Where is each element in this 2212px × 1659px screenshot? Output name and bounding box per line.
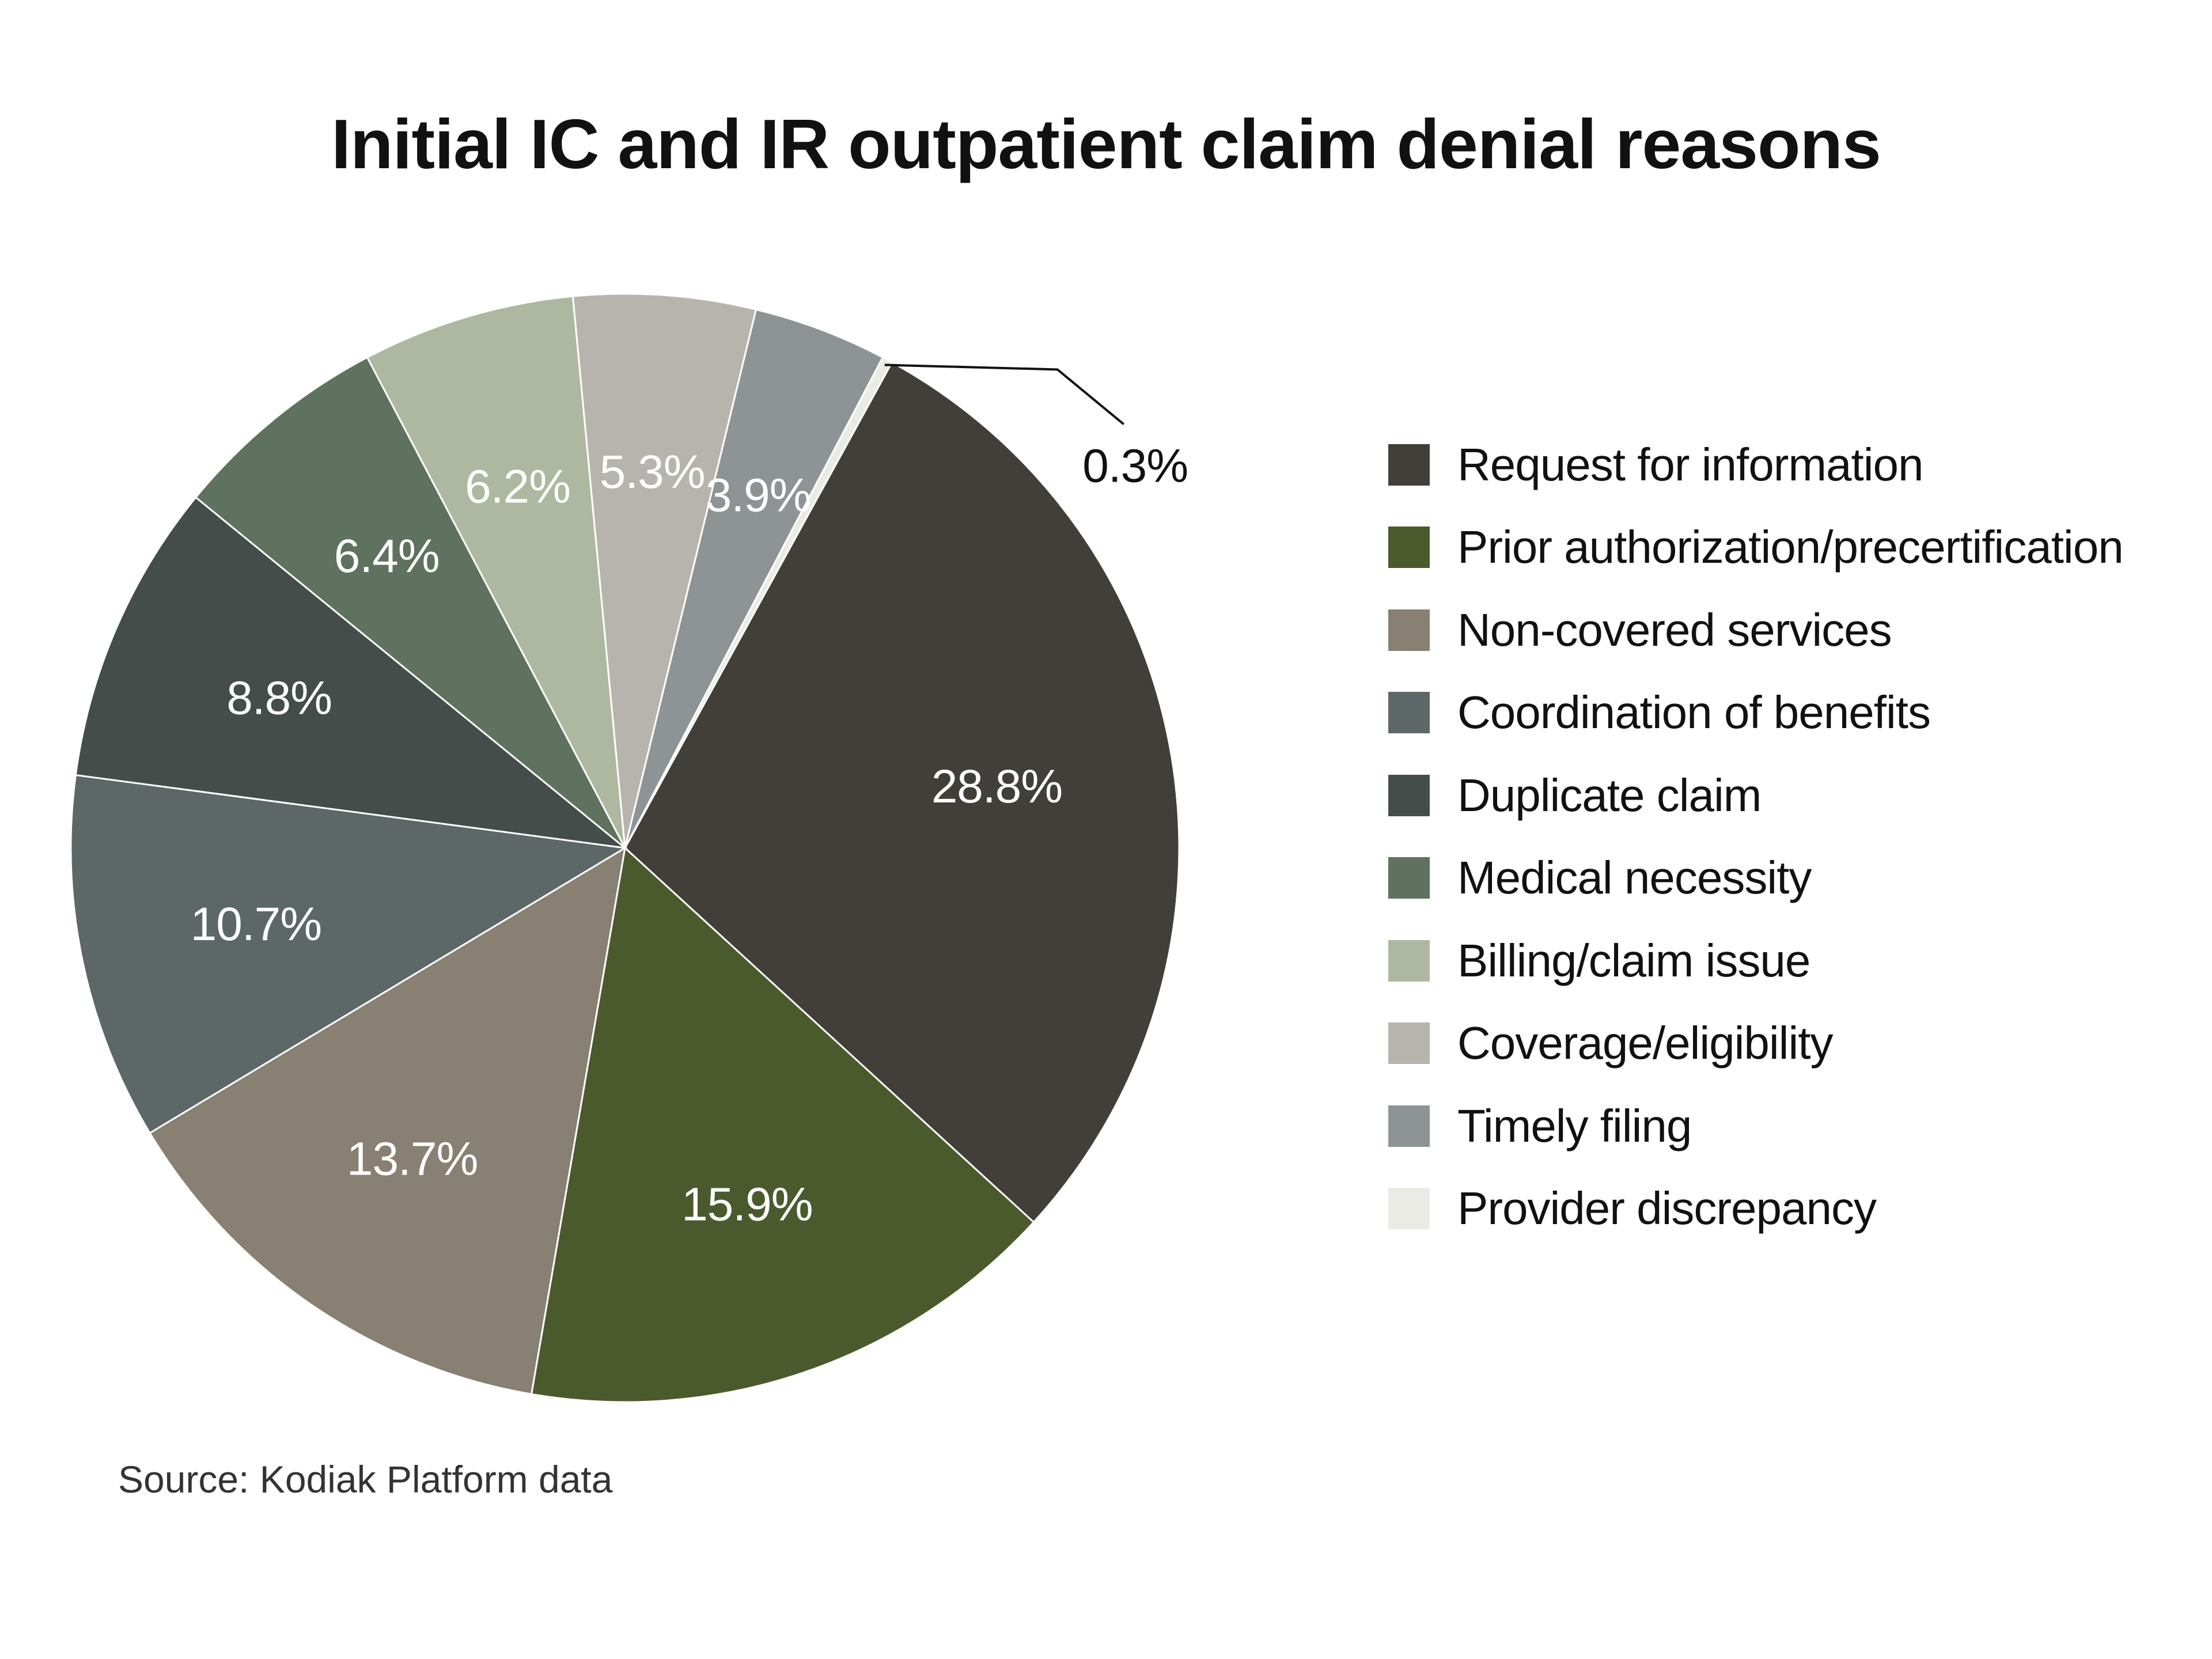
pie-slice-coverage-eligibility [571, 293, 757, 849]
legend-swatch [1388, 527, 1430, 569]
legend-label: Medical necessity [1457, 852, 1812, 904]
pie-slice-duplicate-claim [74, 496, 628, 850]
legend-item-non-covered-services: Non-covered services [1388, 589, 2123, 672]
legend-item-coverage-eligibility: Coverage/eligibility [1388, 1002, 2123, 1085]
legend-item-provider-discrepancy: Provider discrepancy [1388, 1168, 2123, 1251]
legend-swatch [1388, 1105, 1430, 1147]
pie-slice-timely-filing [624, 308, 884, 849]
legend-swatch [1388, 609, 1430, 651]
slice-label-duplicate-claim: 8.8% [226, 672, 332, 725]
slice-label-coordination-of-benefits: 10.7% [191, 898, 322, 950]
legend-label: Provider discrepancy [1457, 1183, 1877, 1234]
legend-swatch [1388, 774, 1430, 816]
pie-slice-provider-discrepancy [624, 356, 893, 849]
source-note: Source: Kodiak Platform data [118, 1458, 613, 1501]
slice-label-medical-necessity: 6.4% [334, 530, 440, 582]
legend-item-timely-filing: Timely filing [1388, 1085, 2123, 1168]
pie-slices [70, 293, 1180, 1403]
legend-item-request-for-information: Request for information [1388, 423, 2123, 506]
legend-label: Non-covered services [1457, 604, 1892, 656]
legend-label: Timely filing [1457, 1100, 1692, 1152]
legend-swatch [1388, 940, 1430, 982]
pie-slice-billing-claim-issue [366, 295, 626, 849]
legend: Request for information Prior authorizati… [1388, 423, 2124, 1251]
leader-line-provider-discrepancy [884, 363, 1125, 426]
pie-slice-prior-authorization-precertification [530, 846, 1035, 1403]
legend-item-billing-claim-issue: Billing/claim issue [1388, 919, 2123, 1002]
legend-label: Coverage/eligibility [1457, 1017, 1833, 1069]
legend-label: Prior authorization/precertification [1457, 521, 2124, 573]
slice-label-coverage-eligibility: 5.3% [600, 446, 705, 498]
legend-item-coordination-of-benefits: Coordination of benefits [1388, 672, 2123, 755]
slice-label-timely-filing: 3.9% [706, 469, 811, 522]
slice-label-provider-discrepancy: 0.3% [1082, 440, 1188, 492]
pie-slice-coordination-of-benefits [70, 774, 628, 1134]
legend-item-medical-necessity: Medical necessity [1388, 837, 2123, 920]
slice-label-billing-claim-issue: 6.2% [465, 460, 570, 513]
legend-item-prior-authorization-precertification: Prior authorization/precertification [1388, 506, 2124, 589]
pie-slice-non-covered-services [149, 846, 627, 1395]
legend-label: Coordination of benefits [1457, 687, 1931, 738]
legend-swatch [1388, 1022, 1430, 1065]
pie-slice-request-for-information [624, 361, 1180, 1224]
slice-label-non-covered-services: 13.7% [347, 1132, 478, 1185]
legend-label: Request for information [1457, 438, 1924, 490]
pie-slice-medical-necessity [194, 356, 626, 849]
legend-item-duplicate-claim: Duplicate claim [1388, 754, 2123, 837]
leader-lines [884, 363, 1125, 426]
slice-label-prior-authorization-precertification: 15.9% [681, 1178, 813, 1230]
legend-swatch [1388, 1188, 1430, 1230]
slice-labels: 28.8% 15.9% 13.7% 10.7% 8.8% 6.4% 6.2% 5.3% 3.9%… [191, 440, 1189, 1230]
legend-swatch [1388, 444, 1430, 486]
slice-label-request-for-information: 28.8% [931, 760, 1063, 813]
legend-label: Billing/claim issue [1457, 934, 1810, 986]
legend-swatch [1388, 692, 1430, 734]
chart-title: Initial IC and IR outpatient claim denia… [331, 105, 1881, 183]
legend-label: Duplicate claim [1457, 769, 1762, 821]
legend-swatch [1388, 857, 1430, 899]
